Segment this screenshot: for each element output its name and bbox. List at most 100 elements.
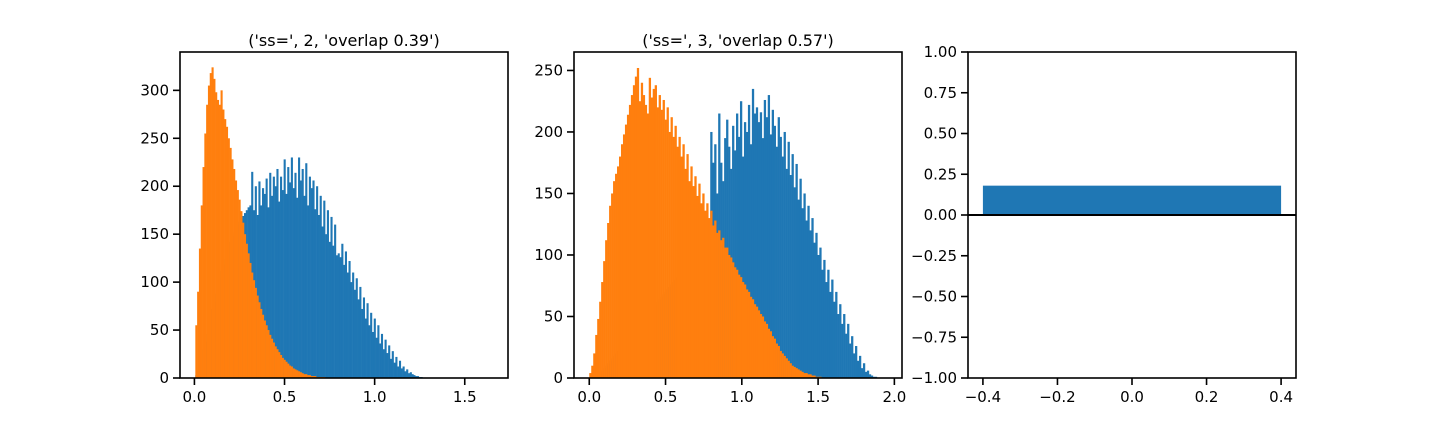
histogram-bar xyxy=(314,209,317,378)
histogram-bar xyxy=(781,156,784,378)
histogram-bar xyxy=(692,186,695,378)
histogram-bar xyxy=(409,372,412,378)
histogram-bar xyxy=(292,188,295,378)
histogram-bar xyxy=(712,225,715,378)
histogram-bar xyxy=(593,353,596,378)
histogram-bar xyxy=(595,334,598,378)
histogram-bar xyxy=(247,253,250,378)
histogram-bar xyxy=(368,325,371,378)
x-tick-label: 0.0 xyxy=(577,388,601,406)
histogram-bar xyxy=(716,232,719,378)
histogram-bar xyxy=(771,109,774,378)
histogram-bar xyxy=(303,374,306,378)
histogram-bar xyxy=(747,291,751,378)
histogram-bar xyxy=(773,338,776,378)
histogram-bar xyxy=(864,371,868,378)
histogram-bar xyxy=(674,125,677,378)
histogram-bar xyxy=(763,99,767,378)
histogram-bar xyxy=(724,247,727,378)
histogram-bar xyxy=(615,173,618,378)
histogram-bar xyxy=(238,199,241,378)
histogram-bar xyxy=(280,176,283,378)
histogram-bar xyxy=(739,101,743,379)
histogram-bar xyxy=(630,95,634,378)
histogram-bar xyxy=(668,131,671,378)
histogram-bar xyxy=(795,368,798,378)
histogram-bar xyxy=(728,254,731,378)
histogram-bar xyxy=(350,282,353,378)
histogram-bar xyxy=(811,218,814,378)
histogram-bar xyxy=(209,73,212,378)
histogram-bar xyxy=(281,357,284,378)
chart-title: ('ss=', 3, 'overlap 0.57') xyxy=(642,31,833,50)
histogram-bar xyxy=(626,114,630,379)
histogram-bar xyxy=(603,261,606,378)
histogram-bar xyxy=(364,318,367,378)
histogram-bar xyxy=(769,134,773,378)
histogram-bar xyxy=(805,373,808,378)
y-tick-label: 150 xyxy=(534,184,563,202)
histogram-bar xyxy=(777,346,780,378)
histogram-bar xyxy=(263,193,266,378)
histogram-bar xyxy=(807,205,810,378)
histogram-bar xyxy=(702,193,705,378)
histogram-bar xyxy=(860,368,864,378)
y-tick-label: 1.00 xyxy=(924,43,957,61)
histogram-bar xyxy=(413,375,416,378)
histogram-bar xyxy=(795,163,798,378)
histogram-bar xyxy=(666,107,669,379)
histogram-bar xyxy=(215,92,218,379)
histogram-bar xyxy=(252,280,256,378)
histogram-bar xyxy=(678,136,681,378)
histogram-bar xyxy=(662,99,665,378)
y-tick-label: 150 xyxy=(140,225,169,243)
histogram-bar xyxy=(402,366,405,378)
histogram-bar xyxy=(211,67,214,378)
histogram-bar xyxy=(312,376,315,378)
histogram-bar xyxy=(242,222,245,378)
histogram-bar xyxy=(204,133,207,378)
histogram-bar xyxy=(785,358,788,378)
chart-title: ('ss=', 2, 'overlap 0.39') xyxy=(248,31,439,50)
histogram-bar xyxy=(344,251,347,378)
y-tick-label: −0.50 xyxy=(911,288,957,306)
histogram-bar xyxy=(285,193,288,378)
histogram-bar xyxy=(407,373,411,378)
histogram-bar xyxy=(325,234,328,378)
histogram-bar xyxy=(819,247,822,378)
histogram-bar xyxy=(213,78,216,378)
histogram-bar xyxy=(696,195,699,378)
histogram-bar xyxy=(292,368,295,378)
histogram-bar xyxy=(317,215,320,378)
histogram-bar xyxy=(299,372,302,378)
histogram-bar xyxy=(690,166,693,378)
histogram-bar xyxy=(755,107,759,379)
histogram-bar xyxy=(229,147,232,378)
histogram-bar xyxy=(706,203,709,378)
histogram-bar xyxy=(326,210,329,378)
y-tick-label: 0.25 xyxy=(924,165,957,183)
histogram-bar xyxy=(310,376,313,378)
histogram-bar xyxy=(807,374,810,378)
histogram-bar xyxy=(654,85,657,378)
histogram-bar xyxy=(233,168,236,378)
histogram-bar xyxy=(607,223,610,378)
histogram-bar xyxy=(815,232,818,378)
histogram-bar xyxy=(722,237,725,378)
histogram-bar xyxy=(736,269,739,378)
histogram-bar xyxy=(357,299,360,378)
histogram-bar xyxy=(605,240,608,378)
histogram-bar xyxy=(404,371,407,378)
histogram-bar xyxy=(622,134,626,378)
histogram-bar xyxy=(355,278,358,378)
histogram-bar xyxy=(632,85,636,378)
histogram-bar xyxy=(352,272,355,378)
histogram-bar xyxy=(290,157,293,378)
histogram-bar xyxy=(789,175,792,378)
histogram-bar xyxy=(809,230,812,378)
histogram-bar xyxy=(855,346,858,378)
histogram-bar xyxy=(240,211,243,378)
histogram-bar xyxy=(743,122,747,379)
histogram-bar xyxy=(781,353,784,378)
